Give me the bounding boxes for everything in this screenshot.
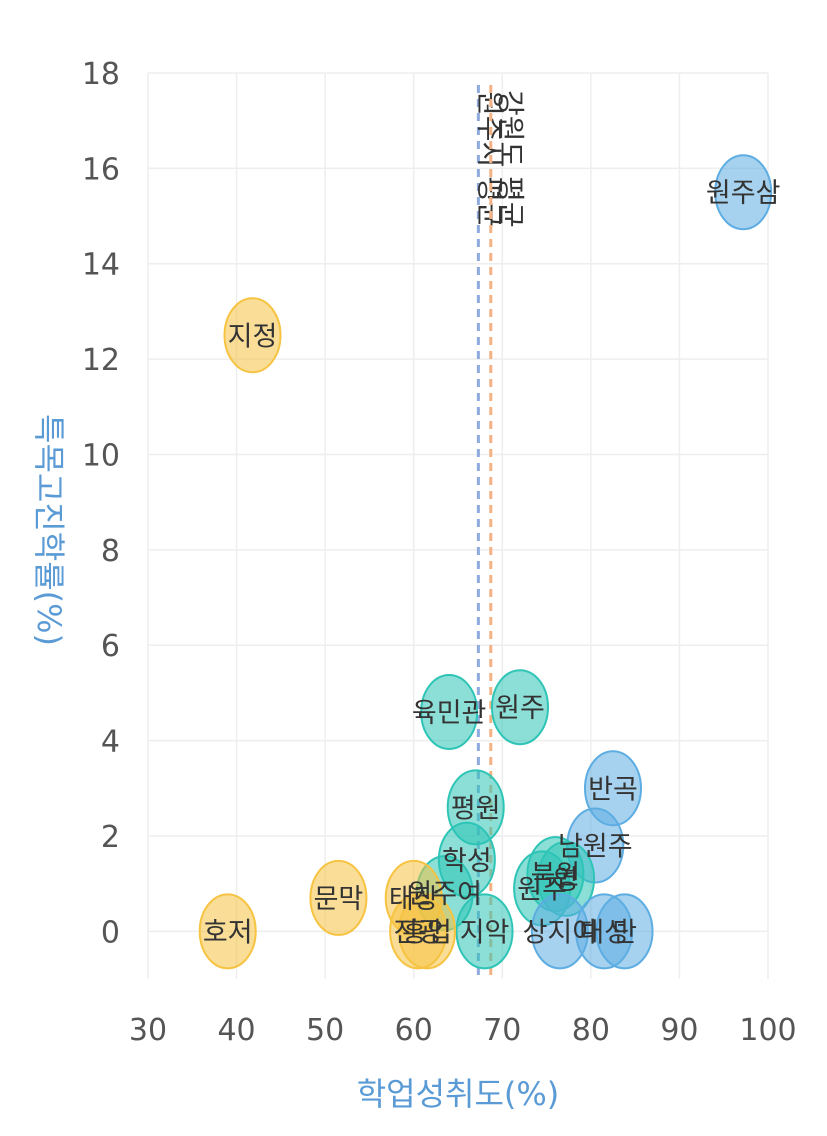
x-tick-label: 90 bbox=[660, 1013, 698, 1048]
bubble-label: 지악 bbox=[460, 917, 510, 948]
y-tick-label: 14 bbox=[82, 248, 120, 283]
bubble-label: 진광 bbox=[393, 917, 443, 948]
bubble-label: 북원 bbox=[531, 860, 581, 891]
x-tick-label: 40 bbox=[217, 1013, 255, 1048]
y-tick-label: 2 bbox=[101, 820, 120, 855]
bubble-label: 평원 bbox=[451, 793, 501, 824]
y-tick-label: 16 bbox=[82, 152, 120, 187]
bubble-label: 지정 bbox=[228, 321, 278, 352]
axis-ticks: 0 2 4 6 8 10 12 14 16 18 30 40 50 60 70 80 90 100 bbox=[82, 57, 797, 1048]
bubble-label: 단 bbox=[612, 917, 637, 948]
bubble bbox=[420, 673, 479, 750]
y-tick-label: 18 bbox=[82, 57, 120, 92]
bubble-label: 상지여 bbox=[523, 917, 598, 948]
grid bbox=[147, 72, 769, 979]
bubble bbox=[455, 893, 514, 970]
bubble-label: 문막 bbox=[314, 884, 364, 915]
bubble-label: 반곡 bbox=[588, 774, 638, 805]
y-tick-label: 10 bbox=[82, 438, 120, 473]
y-tick-label: 6 bbox=[101, 629, 120, 664]
bubble bbox=[309, 859, 368, 936]
x-tick-label: 60 bbox=[395, 1013, 433, 1048]
x-tick-label: 50 bbox=[306, 1013, 344, 1048]
bubble-label: 호저 bbox=[203, 917, 253, 948]
y-tick-label: 8 bbox=[101, 534, 120, 569]
x-axis-label: 학업성취도(%) bbox=[357, 1075, 560, 1113]
bubble bbox=[223, 297, 282, 374]
bubble-label: 영 bbox=[554, 865, 579, 896]
bubble-label: 태장 bbox=[389, 884, 439, 915]
bubble-label: 원주여 bbox=[407, 879, 482, 910]
y-tick-label: 0 bbox=[101, 915, 120, 950]
y-tick-label: 12 bbox=[82, 343, 120, 378]
x-tick-label: 30 bbox=[129, 1013, 167, 1048]
bubble-label: 남원주 bbox=[558, 831, 633, 862]
y-tick-label: 4 bbox=[101, 725, 120, 760]
bubble bbox=[714, 154, 773, 231]
bubbles bbox=[198, 154, 773, 970]
bubble-label: 흥업 bbox=[402, 917, 452, 948]
bubble-label: 원주 bbox=[495, 693, 545, 724]
bubble bbox=[198, 893, 257, 970]
y-axis-label: 특목고진학률(%) bbox=[30, 414, 68, 646]
bubble bbox=[595, 893, 654, 970]
x-tick-label: 70 bbox=[483, 1013, 521, 1048]
bubble bbox=[491, 669, 549, 746]
x-tick-label: 100 bbox=[739, 1013, 796, 1048]
bubble-label: 대성 bbox=[579, 917, 629, 948]
bubble bbox=[398, 893, 456, 970]
bubble-label: 학성 bbox=[442, 846, 492, 877]
x-tick-label: 80 bbox=[572, 1013, 610, 1048]
bubble-label: 원주 bbox=[517, 874, 567, 905]
average-line-label: 강원도 평균 bbox=[494, 90, 527, 228]
bubble-label: 원주삼 bbox=[706, 178, 781, 209]
bubble-label: 육민관 bbox=[412, 698, 487, 729]
